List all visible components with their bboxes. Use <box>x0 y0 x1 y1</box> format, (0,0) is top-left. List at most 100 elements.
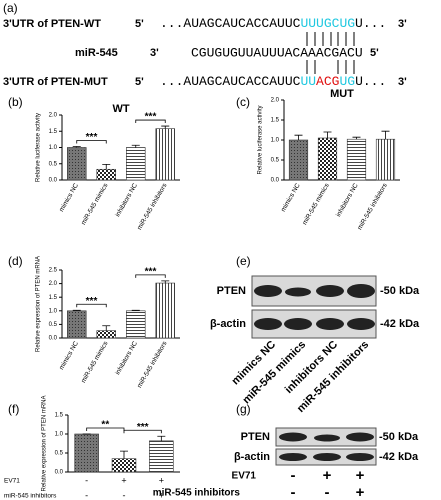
y-tick-label: 0.5 <box>49 161 58 167</box>
seed-site: UG <box>339 74 355 89</box>
significance-bracket <box>76 140 107 144</box>
blot-label: PTEN <box>241 431 270 443</box>
error-bar <box>131 309 140 311</box>
blot-label: β-actin <box>234 451 270 463</box>
y-tick-label: 0.5 <box>55 451 64 457</box>
error-bar <box>72 146 81 148</box>
bar <box>111 458 137 473</box>
condition-sign: - <box>325 484 330 500</box>
x-tick-label: inhibitors NC <box>335 182 360 218</box>
condition-sign: + <box>356 467 365 484</box>
panel-label: (a) <box>3 1 18 15</box>
panel-label: (e) <box>236 254 251 268</box>
x-tick-label: miR-545 inhibitors <box>136 182 169 232</box>
bar <box>346 138 367 181</box>
bar <box>288 139 309 181</box>
bar <box>96 168 116 181</box>
y-tick-label: 0.5 <box>49 322 58 328</box>
y-tick-label: 1.5 <box>49 129 58 135</box>
panel-label: (g) <box>236 402 251 416</box>
significance-bracket <box>86 427 125 431</box>
significance-label: *** <box>86 296 98 307</box>
size-label: -42 kDa <box>380 318 420 330</box>
error-bar <box>131 144 140 148</box>
seq: U... <box>355 74 386 89</box>
size-label: -42 kDa <box>379 451 419 463</box>
x-tick-label: miR-545 inhibitors <box>356 182 389 232</box>
seq-name: 3'UTR of PTEN-MUT <box>3 76 108 88</box>
condition-sign: + <box>159 490 164 500</box>
significance-bracket <box>76 303 107 308</box>
condition-sign: + <box>323 467 332 484</box>
condition-sign: - <box>85 490 88 500</box>
seq-name: 3'UTR of PTEN-WT <box>3 18 101 30</box>
x-tick-label: miR-545 mimics <box>80 340 110 384</box>
y-tick-label: 1.0 <box>271 138 280 144</box>
bar <box>126 310 146 339</box>
size-label: -50 kDa <box>380 285 420 297</box>
significance-bracket <box>135 119 166 124</box>
y-tick-label: 2.5 <box>49 268 58 274</box>
error-bar <box>72 309 81 311</box>
x-tick-label: miR-545 mimics <box>80 182 110 226</box>
condition-sign: - <box>291 467 296 484</box>
error-bar <box>120 450 128 459</box>
error-bar <box>157 435 166 441</box>
sequence: CGUGUGUUAUUUACAAACGACU <box>191 45 363 60</box>
y-tick-label: 2.0 <box>49 113 58 119</box>
bar <box>126 147 146 181</box>
seq: U... <box>355 16 386 31</box>
seq-name: miR-545 <box>75 47 118 59</box>
y-tick-label: 0.0 <box>49 178 58 184</box>
significance-bracket <box>135 274 166 278</box>
error-bar <box>323 131 332 138</box>
y-tick-label: 1.0 <box>55 432 64 438</box>
blot-label: PTEN <box>217 285 246 297</box>
y-tick-label: 1.5 <box>49 295 58 301</box>
error-bar <box>161 280 170 284</box>
significance-bracket <box>123 429 162 434</box>
chart-title: MUT <box>330 88 354 100</box>
condition-name: EV71 <box>4 478 20 485</box>
condition-name: miR-545 inhibitors <box>153 488 241 499</box>
significance-label: *** <box>86 132 98 143</box>
bar <box>149 440 174 473</box>
significance-label: *** <box>145 112 157 123</box>
seed-site: UU <box>300 74 316 89</box>
significance-label: *** <box>137 422 149 433</box>
x-tick-label: miR-545 mimics <box>301 182 331 226</box>
y-axis-label: Relative expression of PTEN mRNA <box>36 256 42 352</box>
bar <box>74 433 99 473</box>
condition-name: miR-545 inhibitors <box>4 493 57 500</box>
y-tick-label: 1.5 <box>55 413 64 419</box>
seq-end: 3' <box>150 47 159 59</box>
y-tick-label: 0.5 <box>271 158 280 164</box>
y-tick-label: 0.0 <box>49 336 58 342</box>
bands <box>254 284 375 330</box>
pairing <box>306 32 355 74</box>
bar <box>96 330 116 339</box>
panel-label: (f) <box>8 402 19 416</box>
sequence: ...AUAGCAUCACCAUUCUUUGCUGU... <box>160 16 386 31</box>
panel-label: (c) <box>236 95 250 109</box>
error-bar <box>381 130 390 140</box>
x-tick-label: inhibitors NC <box>114 340 139 376</box>
y-tick-label: 2.0 <box>49 281 58 287</box>
y-tick-label: 1.0 <box>49 145 58 151</box>
error-bar <box>294 134 303 140</box>
condition-sign: - <box>291 484 296 500</box>
seq-end: 5' <box>135 18 144 30</box>
seq-end: 3' <box>398 18 407 30</box>
error-bar <box>161 125 170 129</box>
x-tick-label: mimics NC <box>58 340 80 371</box>
x-tick-label: mimics NC <box>280 182 302 213</box>
panel-label: (b) <box>8 95 23 109</box>
error-bar <box>352 136 361 140</box>
condition-sign: - <box>123 490 126 500</box>
size-label: -50 kDa <box>379 431 419 443</box>
blot-label: β-actin <box>210 318 246 330</box>
x-tick-label: inhibitors NC <box>114 182 139 218</box>
significance-label: ** <box>101 420 109 431</box>
bar <box>155 282 175 339</box>
